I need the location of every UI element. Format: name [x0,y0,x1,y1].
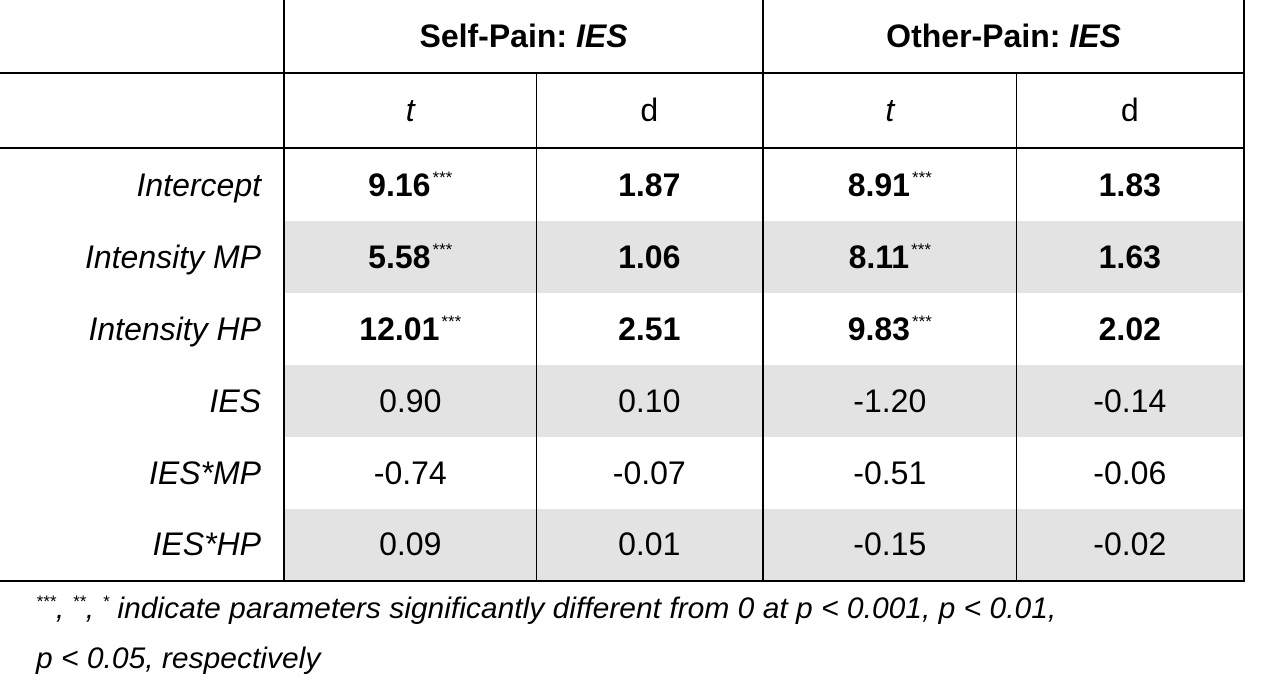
t-self-cell: 9.16 *** [283,148,536,221]
results-table: Self-Pain: IES Other-Pain: IES t d t d I… [0,0,1246,582]
t-other-cell: -0.15 [762,509,1017,582]
d-self-cell: 0.10 [535,365,764,437]
d-other-cell: -0.14 [1015,365,1246,437]
subheader-t-self: t [283,73,536,149]
subheader-d-self: d [535,73,764,149]
t-other-cell: 9.83 *** [762,293,1017,365]
subheader-d-other: d [1015,73,1246,149]
t-self-cell: -0.74 [283,437,536,509]
t-other-cell: -1.20 [762,365,1017,437]
d-other-cell: 1.63 [1015,221,1246,293]
table-footnote: ***, **, * indicate parameters significa… [36,592,1057,675]
group-header-self-pain: Self-Pain: IES [282,0,764,74]
d-self-cell: 2.51 [535,293,764,365]
d-self-cell: 1.06 [535,221,764,293]
t-other-cell: -0.51 [762,437,1017,509]
t-other-cell: 8.11 *** [762,221,1017,293]
row-label: IES*HP [0,509,284,582]
d-self-cell: 0.01 [535,509,764,582]
d-other-cell: -0.06 [1015,437,1246,509]
table-row: IES 0.90 0.10 -1.20 -0.14 [0,365,1246,437]
d-self-cell: 1.87 [535,148,764,221]
t-self-cell: 5.58 *** [283,221,536,293]
row-label: IES [0,365,284,437]
t-self-cell: 0.90 [283,365,536,437]
table-row: Intercept 9.16 *** 1.87 8.91 *** 1.83 [0,148,1246,221]
corner-cell [0,0,284,74]
row-label: Intercept [136,166,261,203]
t-self-cell: 0.09 [283,509,536,582]
row-label: IES*MP [148,454,261,491]
d-self-cell: -0.07 [535,437,764,509]
t-self-cell: 12.01 *** [283,293,536,365]
row-label: Intensity HP [88,310,261,347]
table-row: IES*MP -0.74 -0.07 -0.51 -0.06 [0,437,1246,509]
table-row: Intensity MP 5.58 *** 1.06 8.11 *** 1.63 [0,221,1246,293]
t-other-cell: 8.91 *** [762,148,1017,221]
d-other-cell: 2.02 [1015,293,1246,365]
table-row: Intensity HP 12.01 *** 2.51 9.83 *** 2.02 [0,293,1246,365]
d-other-cell: -0.02 [1015,509,1246,582]
group-header-row: Self-Pain: IES Other-Pain: IES [0,0,1246,74]
subheader-row: t d t d [0,73,1246,149]
row-label: Intensity MP [0,221,284,293]
table-row: IES*HP 0.09 0.01 -0.15 -0.02 [0,509,1246,582]
d-other-cell: 1.83 [1015,148,1246,221]
group-header-other-pain: Other-Pain: IES [762,0,1246,74]
subheader-t-other: t [762,73,1017,149]
corner-cell-2 [0,73,284,149]
